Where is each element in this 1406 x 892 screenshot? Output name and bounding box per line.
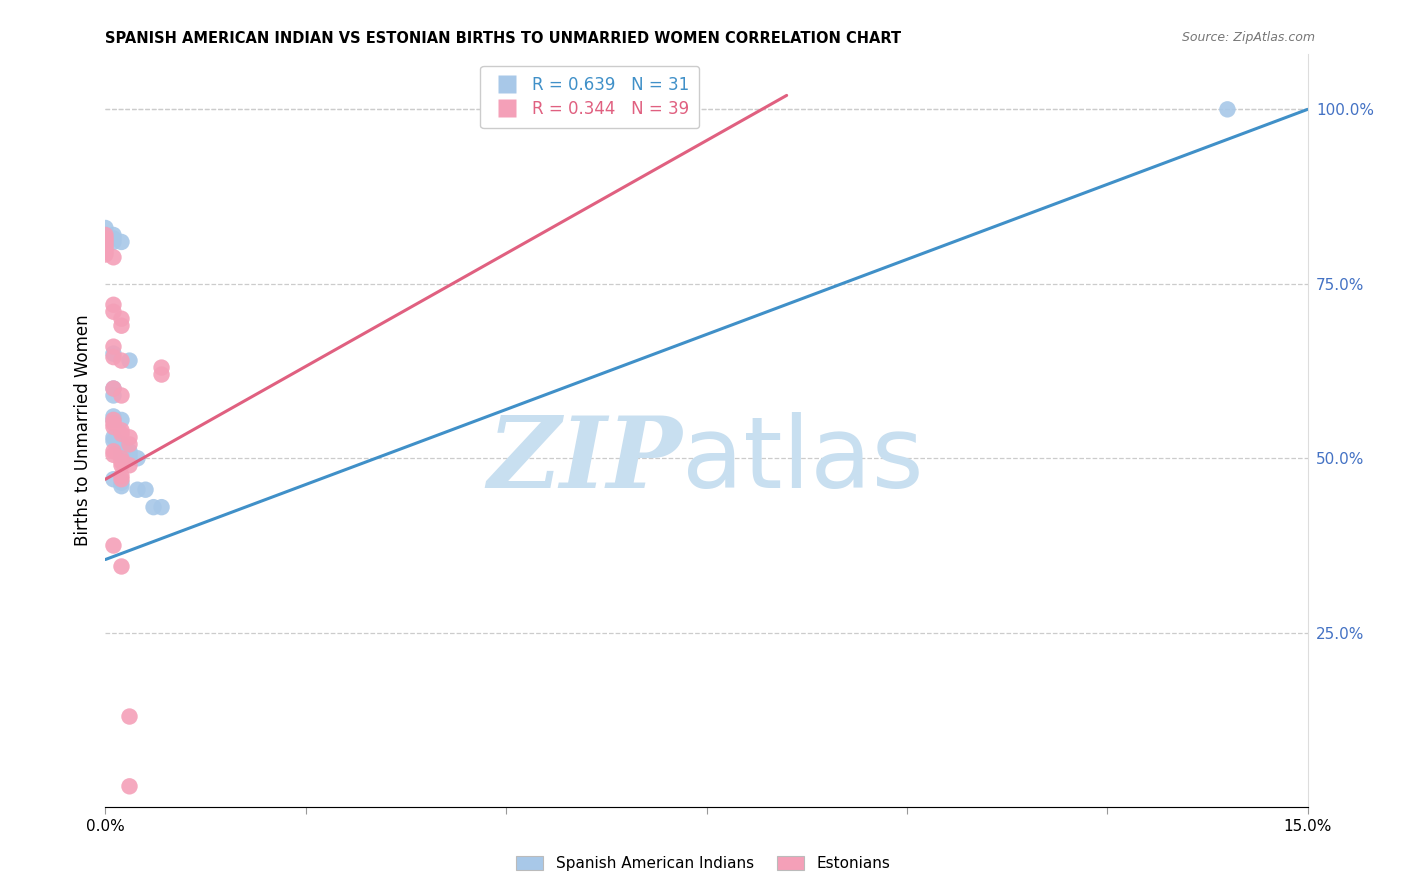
Legend: Spanish American Indians, Estonians: Spanish American Indians, Estonians (510, 850, 896, 877)
Point (150, 500, 173, 515)
Point (1216, 103, 1239, 117)
Point (110, 235, 132, 249)
Point (110, 413, 132, 427)
Point (110, 424, 132, 438)
Point (103, 448, 125, 462)
Point (118, 444, 141, 458)
Point (110, 559, 132, 574)
Point (103, 430, 125, 444)
Point (94, 242, 117, 256)
Point (110, 426, 132, 441)
Point (110, 458, 132, 473)
Point (110, 318, 132, 333)
Point (118, 353, 141, 368)
Point (103, 250, 125, 264)
Point (103, 304, 125, 318)
Point (103, 413, 125, 427)
Point (118, 430, 141, 444)
Point (94, 244, 117, 259)
Point (110, 479, 132, 493)
Point (94, 247, 117, 261)
Point (110, 388, 132, 402)
Point (94, 221, 117, 235)
Point (110, 353, 132, 368)
Text: ZIP: ZIP (488, 412, 682, 508)
Y-axis label: Births to Unmarried Women: Births to Unmarried Women (73, 315, 91, 546)
Text: SPANISH AMERICAN INDIAN VS ESTONIAN BIRTHS TO UNMARRIED WOMEN CORRELATION CHART: SPANISH AMERICAN INDIAN VS ESTONIAN BIRT… (105, 31, 901, 46)
Point (110, 448, 132, 462)
Point (118, 780, 141, 794)
Point (135, 483, 157, 497)
Point (103, 227, 125, 242)
Text: atlas: atlas (682, 412, 924, 509)
Point (103, 413, 125, 427)
Point (142, 500, 165, 515)
Point (103, 382, 125, 396)
Point (103, 409, 125, 424)
Point (103, 340, 125, 354)
Point (103, 350, 125, 364)
Point (110, 311, 132, 326)
Point (110, 468, 132, 483)
Point (110, 451, 132, 466)
Point (110, 444, 132, 458)
Point (103, 231, 125, 245)
Point (118, 451, 141, 466)
Point (103, 539, 125, 553)
Point (103, 444, 125, 458)
Point (110, 455, 132, 469)
Point (94, 227, 117, 242)
Point (94, 231, 117, 245)
Point (118, 458, 141, 473)
Point (110, 441, 132, 455)
Point (103, 382, 125, 396)
Point (118, 448, 141, 462)
Point (94, 227, 117, 242)
Point (103, 434, 125, 448)
Point (110, 437, 132, 451)
Point (103, 420, 125, 434)
Point (103, 417, 125, 431)
Point (127, 451, 149, 466)
Point (118, 709, 141, 723)
Point (103, 235, 125, 249)
Point (150, 368, 173, 382)
Point (103, 472, 125, 486)
Point (110, 475, 132, 490)
Text: Source: ZipAtlas.com: Source: ZipAtlas.com (1181, 31, 1315, 45)
Point (103, 388, 125, 402)
Point (110, 472, 132, 486)
Point (94, 239, 117, 253)
Point (118, 437, 141, 451)
Point (94, 234, 117, 248)
Point (94, 236, 117, 251)
Point (103, 346, 125, 360)
Legend: R = 0.639   N = 31, R = 0.344   N = 39: R = 0.639 N = 31, R = 0.344 N = 39 (481, 66, 699, 128)
Point (127, 483, 149, 497)
Point (150, 360, 173, 375)
Point (103, 298, 125, 312)
